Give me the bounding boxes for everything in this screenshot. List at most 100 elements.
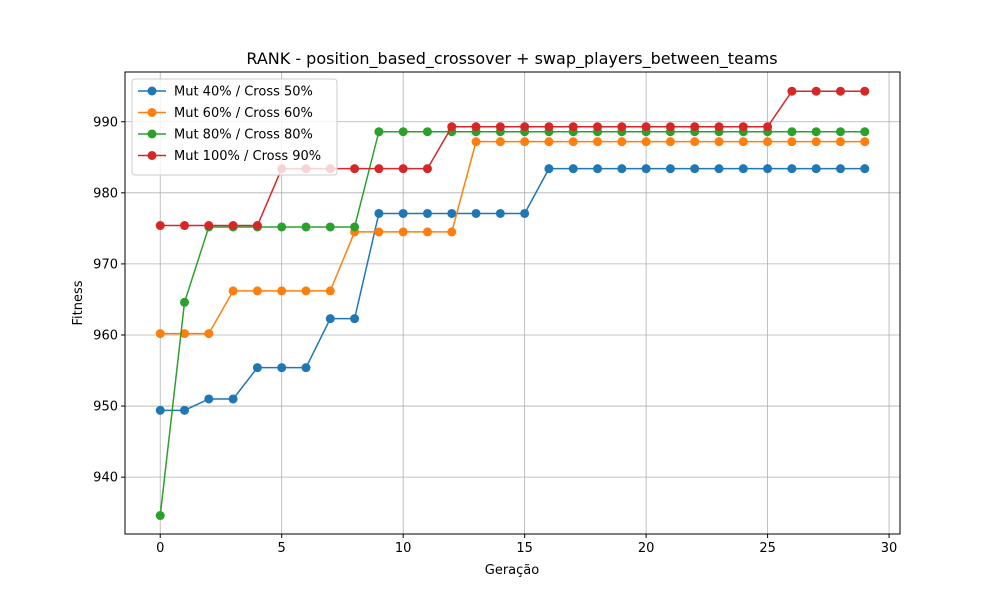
data-point [860, 86, 870, 96]
data-point [155, 405, 165, 415]
data-point [665, 122, 675, 132]
data-point [277, 222, 287, 232]
legend-item: Mut 40% / Cross 50% [138, 85, 313, 100]
data-point [714, 122, 724, 132]
data-point [617, 164, 627, 174]
data-point [180, 405, 190, 415]
data-point [763, 137, 773, 147]
data-point [228, 394, 238, 404]
data-point [301, 222, 311, 232]
data-point [763, 164, 773, 174]
data-point [398, 208, 408, 218]
data-point [252, 286, 262, 296]
data-point [520, 208, 530, 218]
x-axis-label: Geração [485, 563, 539, 578]
data-point [495, 122, 505, 132]
data-point [495, 137, 505, 147]
data-point [325, 314, 335, 324]
data-point [471, 208, 481, 218]
data-point [787, 137, 797, 147]
data-point [374, 164, 384, 174]
x-tick-label: 30 [881, 541, 898, 556]
data-point [544, 122, 554, 132]
data-point [471, 122, 481, 132]
data-point [811, 86, 821, 96]
x-tick-label: 25 [759, 541, 776, 556]
data-point [422, 127, 432, 137]
data-point [398, 227, 408, 237]
data-point [835, 86, 845, 96]
data-point [690, 122, 700, 132]
data-point [593, 137, 603, 147]
data-point [447, 227, 457, 237]
data-point [180, 221, 190, 231]
data-point [277, 286, 287, 296]
x-tick-label: 20 [638, 541, 655, 556]
legend-item: Mut 80% / Cross 80% [138, 128, 313, 143]
data-point [155, 221, 165, 231]
series-1 [155, 164, 870, 415]
plot-frame [124, 71, 901, 535]
data-point [447, 208, 457, 218]
data-point [398, 127, 408, 137]
data-point [155, 511, 165, 521]
data-point [787, 164, 797, 174]
x-tick-label: 10 [395, 541, 412, 556]
data-point [350, 314, 360, 324]
data-point [665, 137, 675, 147]
data-point [228, 286, 238, 296]
data-point [155, 329, 165, 339]
legend-marker [147, 129, 157, 139]
series-2 [155, 137, 870, 339]
legend: Mut 40% / Cross 50% Mut 60% / Cross 60% Mu… [131, 78, 338, 176]
data-point [301, 286, 311, 296]
data-point [374, 227, 384, 237]
y-axis-label: Fitness [71, 280, 86, 325]
y-tick-label: 980 [93, 186, 118, 201]
data-point [860, 127, 870, 137]
data-point [228, 221, 238, 231]
data-point [714, 137, 724, 147]
legend-marker [147, 86, 157, 96]
data-point [714, 164, 724, 174]
data-point [811, 164, 821, 174]
data-point [690, 164, 700, 174]
x-tick-label: 15 [516, 541, 533, 556]
series-3 [155, 127, 870, 521]
data-point [617, 122, 627, 132]
data-point [350, 164, 360, 174]
data-point [593, 164, 603, 174]
data-point [325, 286, 335, 296]
x-tick-label: 5 [278, 541, 286, 556]
data-point [641, 164, 651, 174]
data-point [422, 208, 432, 218]
data-point [835, 127, 845, 137]
data-point [544, 164, 554, 174]
data-point [787, 127, 797, 137]
data-point [520, 137, 530, 147]
y-tick-label: 960 [93, 328, 118, 343]
data-point [277, 363, 287, 373]
data-point [204, 394, 214, 404]
data-point [738, 164, 748, 174]
legend-label: Mut 80% / Cross 80% [174, 128, 313, 143]
data-point [568, 137, 578, 147]
y-tick-label: 940 [93, 471, 118, 486]
data-point [252, 221, 262, 231]
legend-marker [147, 151, 157, 160]
data-point [568, 164, 578, 174]
legend-item: Mut 60% / Cross 60% [138, 106, 313, 121]
data-point [738, 137, 748, 147]
y-tick-label: 970 [93, 257, 118, 272]
chart-title: RANK - position_based_crossover + swap_p… [246, 49, 777, 69]
data-point [665, 164, 675, 174]
data-point [544, 137, 554, 147]
data-point [690, 137, 700, 147]
x-tick-label: 0 [156, 541, 164, 556]
data-point [811, 137, 821, 147]
data-point [568, 122, 578, 132]
data-point [252, 363, 262, 373]
data-point [350, 222, 360, 232]
data-point [835, 164, 845, 174]
data-point [398, 164, 408, 174]
